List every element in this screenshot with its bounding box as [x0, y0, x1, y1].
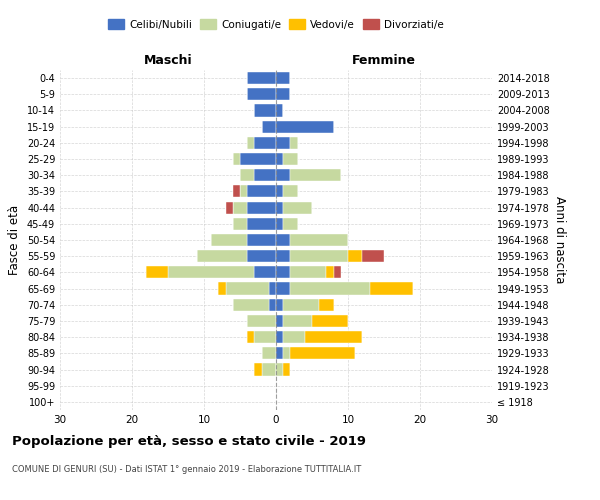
Text: Popolazione per età, sesso e stato civile - 2019: Popolazione per età, sesso e stato civil…: [12, 435, 366, 448]
Text: Femmine: Femmine: [352, 54, 416, 67]
Bar: [211, 234, 247, 246]
Bar: [146, 266, 168, 278]
Bar: [269, 298, 276, 311]
Text: Maschi: Maschi: [143, 54, 193, 67]
Bar: [283, 186, 298, 198]
Bar: [290, 348, 355, 360]
Bar: [233, 298, 269, 311]
Bar: [269, 282, 276, 294]
Bar: [276, 202, 283, 213]
Bar: [247, 250, 276, 262]
Bar: [276, 88, 290, 101]
Bar: [247, 202, 276, 213]
Bar: [312, 315, 348, 327]
Bar: [247, 72, 276, 84]
Bar: [276, 186, 283, 198]
Bar: [254, 331, 276, 343]
Bar: [290, 250, 348, 262]
Bar: [276, 298, 283, 311]
Bar: [247, 218, 276, 230]
Bar: [218, 282, 226, 294]
Bar: [233, 202, 247, 213]
Bar: [276, 348, 283, 360]
Bar: [283, 298, 319, 311]
Bar: [240, 153, 276, 165]
Bar: [240, 169, 254, 181]
Bar: [348, 250, 362, 262]
Bar: [247, 234, 276, 246]
Bar: [276, 315, 283, 327]
Bar: [276, 266, 290, 278]
Bar: [283, 331, 305, 343]
Bar: [276, 169, 290, 181]
Bar: [276, 120, 334, 132]
Bar: [262, 348, 276, 360]
Bar: [326, 266, 334, 278]
Bar: [290, 137, 298, 149]
Bar: [247, 137, 254, 149]
Bar: [254, 364, 262, 376]
Bar: [290, 234, 348, 246]
Bar: [233, 186, 240, 198]
Bar: [247, 186, 276, 198]
Legend: Celibi/Nubili, Coniugati/e, Vedovi/e, Divorziati/e: Celibi/Nubili, Coniugati/e, Vedovi/e, Di…: [104, 15, 448, 34]
Text: COMUNE DI GENURI (SU) - Dati ISTAT 1° gennaio 2019 - Elaborazione TUTTITALIA.IT: COMUNE DI GENURI (SU) - Dati ISTAT 1° ge…: [12, 465, 361, 474]
Bar: [319, 298, 334, 311]
Bar: [233, 153, 240, 165]
Bar: [276, 331, 283, 343]
Bar: [283, 153, 298, 165]
Bar: [254, 137, 276, 149]
Y-axis label: Anni di nascita: Anni di nascita: [553, 196, 566, 284]
Bar: [276, 364, 283, 376]
Bar: [283, 315, 312, 327]
Bar: [262, 120, 276, 132]
Bar: [226, 282, 269, 294]
Bar: [283, 364, 290, 376]
Bar: [276, 250, 290, 262]
Bar: [290, 169, 341, 181]
Bar: [276, 218, 283, 230]
Bar: [362, 250, 384, 262]
Bar: [168, 266, 254, 278]
Bar: [254, 104, 276, 117]
Bar: [254, 266, 276, 278]
Bar: [276, 234, 290, 246]
Bar: [247, 331, 254, 343]
Bar: [283, 348, 290, 360]
Bar: [283, 218, 298, 230]
Bar: [254, 169, 276, 181]
Bar: [247, 315, 276, 327]
Bar: [290, 266, 326, 278]
Bar: [262, 364, 276, 376]
Bar: [240, 186, 247, 198]
Bar: [226, 202, 233, 213]
Bar: [305, 331, 362, 343]
Bar: [197, 250, 247, 262]
Bar: [233, 218, 247, 230]
Y-axis label: Fasce di età: Fasce di età: [8, 205, 21, 275]
Bar: [334, 266, 341, 278]
Bar: [370, 282, 413, 294]
Bar: [276, 137, 290, 149]
Bar: [276, 282, 290, 294]
Bar: [290, 282, 370, 294]
Bar: [247, 88, 276, 101]
Bar: [276, 104, 283, 117]
Bar: [276, 72, 290, 84]
Bar: [276, 153, 283, 165]
Bar: [283, 202, 312, 213]
